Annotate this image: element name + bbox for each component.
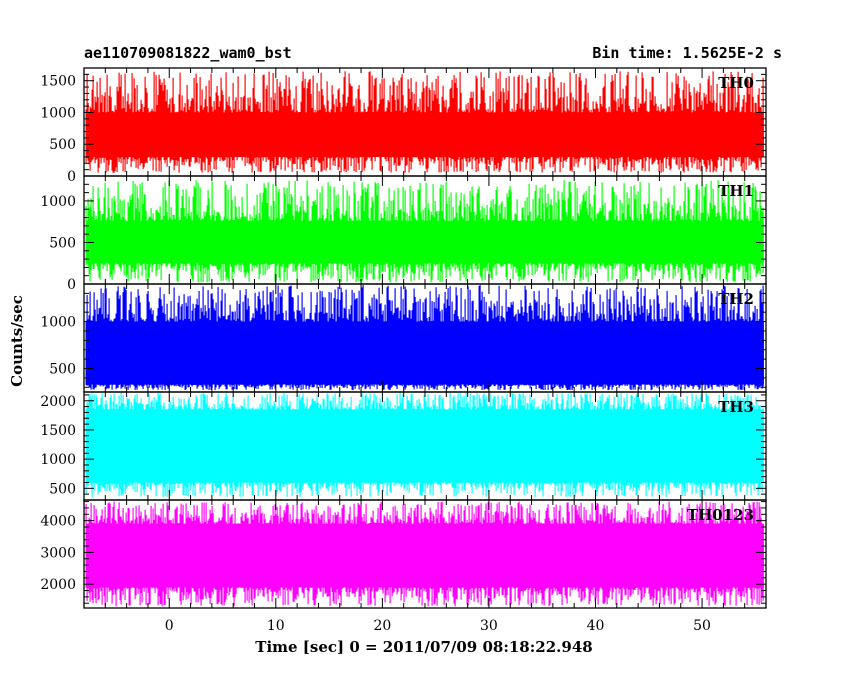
series-band-th2 — [86, 321, 764, 385]
series-label-th3: TH3 — [718, 398, 754, 416]
y-tick-label: 1000 — [40, 105, 76, 121]
series-label-th0: TH0 — [718, 74, 754, 92]
y-tick-label: 1000 — [40, 315, 76, 331]
y-tick-label: 1000 — [40, 194, 76, 210]
plot-title: ae110709081822_wam0_bst — [84, 44, 292, 62]
x-tick-label: 40 — [587, 618, 605, 634]
x-tick-label: 0 — [165, 618, 174, 634]
series-band-th0 — [86, 112, 764, 157]
y-tick-label: 1000 — [40, 452, 76, 468]
x-tick-label: 30 — [480, 618, 498, 634]
y-axis-label: Counts/sec — [8, 295, 26, 387]
y-tick-label: 500 — [49, 481, 76, 497]
x-tick-label: 50 — [693, 618, 711, 634]
y-tick-label: 0 — [67, 169, 76, 185]
y-tick-label: 3000 — [40, 545, 76, 561]
y-tick-label: 1500 — [40, 423, 76, 439]
y-tick-label: 4000 — [40, 514, 76, 530]
y-tick-label: 2000 — [40, 394, 76, 410]
series-label-th1: TH1 — [718, 182, 754, 200]
y-tick-label: 0 — [67, 277, 76, 293]
y-tick-label: 1500 — [40, 74, 76, 90]
y-tick-label: 2000 — [40, 577, 76, 593]
series-label-th0123: TH0123 — [687, 506, 754, 524]
y-tick-label: 500 — [49, 235, 76, 251]
series-band-th1 — [86, 220, 764, 264]
y-tick-label: 500 — [49, 362, 76, 378]
x-axis-label: Time [sec] 0 = 2011/07/09 08:18:22.948 — [255, 638, 593, 656]
x-tick-label: 10 — [267, 618, 285, 634]
series-band-th3 — [86, 409, 764, 483]
x-tick-label: 20 — [373, 618, 391, 634]
bin-time-label: Bin time: 1.5625E-2 s — [592, 44, 782, 62]
series-band-th0123 — [86, 523, 764, 588]
series-label-th2: TH2 — [718, 290, 754, 308]
y-tick-label: 500 — [49, 137, 76, 153]
